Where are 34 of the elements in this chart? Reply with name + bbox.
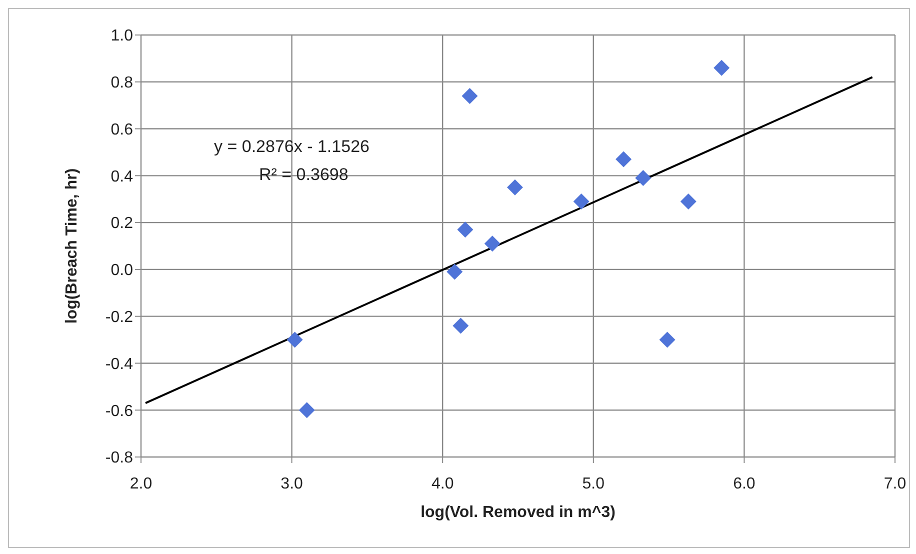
y-tick-label: -0.2 <box>105 309 134 326</box>
y-axis-title: log(Breach Time, hr) <box>64 168 81 324</box>
point <box>462 88 478 104</box>
x-tick-label: 7.0 <box>884 475 906 492</box>
point <box>573 193 590 210</box>
y-tick-label: 0.2 <box>110 215 134 232</box>
y-tick-label: -0.4 <box>105 356 134 373</box>
y-tick-label: 0.6 <box>110 121 134 138</box>
point <box>457 222 474 238</box>
x-tick-label: 6.0 <box>733 475 756 492</box>
point <box>446 264 463 280</box>
point <box>452 318 469 334</box>
point <box>484 236 500 252</box>
point <box>298 402 315 418</box>
point <box>680 193 696 210</box>
x-axis-title: log(Vol. Removed in m^3) <box>420 504 616 521</box>
point <box>659 332 676 348</box>
point <box>506 179 523 196</box>
y-tick-label: 1.0 <box>110 28 134 45</box>
annotation: y = 0.2876x - 1.1526 <box>214 137 370 157</box>
x-tick-label: 2.0 <box>130 475 152 492</box>
y-tick-label: 0.4 <box>110 168 134 186</box>
y-tick-label: 0.8 <box>110 74 134 92</box>
x-tick-label: 3.0 <box>280 475 304 492</box>
point <box>635 170 652 186</box>
y-tick-label: -0.8 <box>105 450 134 467</box>
point <box>714 60 730 76</box>
point <box>616 151 632 168</box>
y-tick-label: -0.6 <box>105 402 134 420</box>
y-tick-label: 0.0 <box>110 262 134 280</box>
annotation: R² = 0.3698 <box>259 165 348 185</box>
x-tick-label: 4.0 <box>431 475 454 492</box>
x-tick-label: 5.0 <box>582 475 605 492</box>
point <box>286 332 303 348</box>
